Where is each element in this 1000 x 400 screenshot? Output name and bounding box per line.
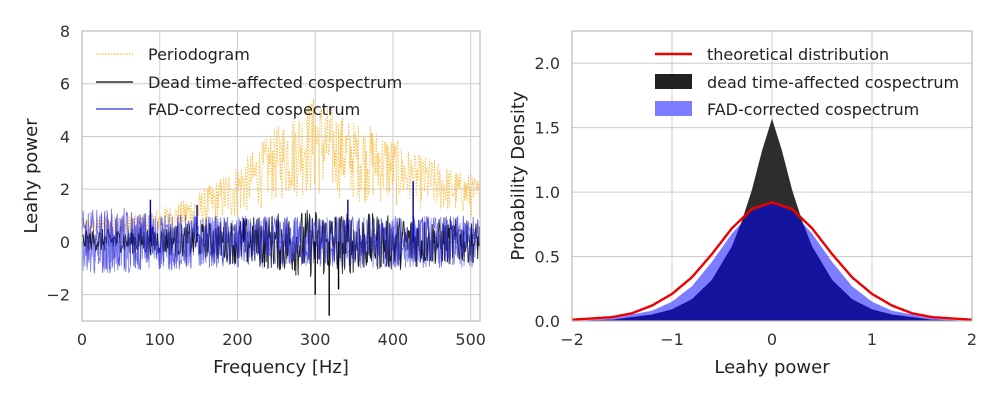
x-tick-label: 100 — [144, 330, 175, 349]
y-tick-label: 2.0 — [535, 54, 560, 73]
y-tick-label: 2 — [60, 180, 70, 199]
axes-frame — [81, 30, 481, 322]
x-tick-label: 0 — [77, 330, 87, 349]
periodogram-chart: 0 100 200 300 400 500 −2 0 2 4 6 8 Frequency [Hz] Lea… — [21, 22, 486, 378]
y-axis-label: Probability Density — [508, 91, 529, 261]
legend-label: FAD-corrected cospectrum — [148, 100, 360, 119]
distribution-chart: −2 −1 0 1 2 0.0 0.5 1.0 1.5 2.0 Leahy power Probabi… — [508, 30, 977, 378]
y-tick-label: 1.5 — [535, 119, 560, 138]
y-tick-label: −2 — [46, 286, 70, 305]
legend-label: Periodogram — [148, 45, 250, 64]
axes-frame — [571, 30, 973, 322]
legend-label: Dead time-affected cospectrum — [148, 73, 402, 92]
legend-label: dead time-affected cospectrum — [707, 73, 959, 92]
legend-swatch — [655, 101, 692, 116]
series-group — [572, 118, 972, 321]
series-group — [82, 98, 480, 316]
x-tick-label: −2 — [560, 330, 584, 349]
y-tick-label: 6 — [60, 75, 70, 94]
x-tick-label: 300 — [300, 330, 331, 349]
x-axis-label: Frequency [Hz] — [213, 357, 349, 378]
x-tick-label: 400 — [378, 330, 409, 349]
series-line — [82, 98, 480, 239]
plot-area — [82, 31, 480, 321]
y-axis-label: Leahy power — [21, 118, 42, 234]
y-tick-label: 0.5 — [535, 248, 560, 267]
legend-swatch — [655, 74, 692, 89]
x-tick-label: 1 — [867, 330, 877, 349]
x-tick-label: 200 — [222, 330, 253, 349]
legend: theoretical distribution dead time-affect… — [655, 45, 959, 119]
x-tick-label: 500 — [455, 330, 486, 349]
legend: Periodogram Dead time-affected cospectrum… — [96, 45, 402, 119]
x-tick-label: 2 — [967, 330, 977, 349]
legend-label: theoretical distribution — [707, 45, 889, 64]
overlap-area — [572, 202, 972, 321]
x-tick-label: 0 — [767, 330, 777, 349]
y-tick-label: 0 — [60, 233, 70, 252]
x-axis-label: Leahy power — [714, 357, 830, 378]
y-tick-label: 8 — [60, 22, 70, 41]
y-tick-label: 0.0 — [535, 312, 560, 331]
legend-label: FAD-corrected cospectrum — [707, 100, 919, 119]
y-tick-label: 1.0 — [535, 183, 560, 202]
y-tick-label: 4 — [60, 127, 70, 146]
theoretical-curve — [572, 201, 972, 321]
x-tick-label: −1 — [660, 330, 684, 349]
